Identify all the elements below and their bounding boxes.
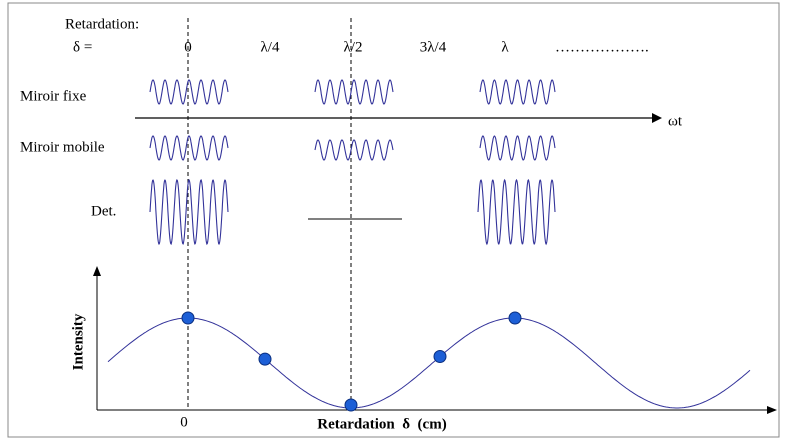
retardation-label: ………………. bbox=[555, 39, 649, 55]
point bbox=[344, 398, 358, 412]
retardation-title: Retardation: bbox=[65, 16, 139, 32]
arrow-head bbox=[93, 266, 101, 276]
arrow-head bbox=[652, 113, 662, 123]
row-label: Det. bbox=[91, 203, 116, 219]
wave bbox=[314, 79, 394, 105]
origin-label: 0 bbox=[180, 414, 188, 430]
y-axis-label: Intensity bbox=[70, 313, 86, 370]
point bbox=[433, 350, 447, 364]
wave bbox=[149, 178, 229, 246]
arrow-head bbox=[767, 406, 777, 414]
point bbox=[258, 352, 272, 366]
wave bbox=[149, 79, 229, 105]
point bbox=[181, 311, 195, 325]
row-label: Miroir mobile bbox=[20, 139, 105, 155]
wave bbox=[479, 135, 556, 161]
row-label: Miroir fixe bbox=[20, 88, 87, 104]
retardation-label: λ/4 bbox=[261, 39, 280, 55]
retardation-label: λ bbox=[501, 39, 509, 55]
x-axis-label: Retardation δ (cm) bbox=[317, 416, 446, 432]
wave bbox=[479, 79, 556, 105]
retardation-label: 3λ/4 bbox=[420, 39, 447, 55]
point bbox=[508, 311, 522, 325]
retardation-label: λ/2 bbox=[344, 39, 363, 55]
intensity-curve bbox=[107, 317, 751, 409]
frame bbox=[7, 2, 780, 438]
time-axis-label: ωt bbox=[668, 113, 683, 129]
wave bbox=[477, 178, 556, 246]
wave bbox=[314, 139, 394, 161]
wave bbox=[149, 135, 229, 161]
delta-label: δ = bbox=[73, 39, 92, 55]
